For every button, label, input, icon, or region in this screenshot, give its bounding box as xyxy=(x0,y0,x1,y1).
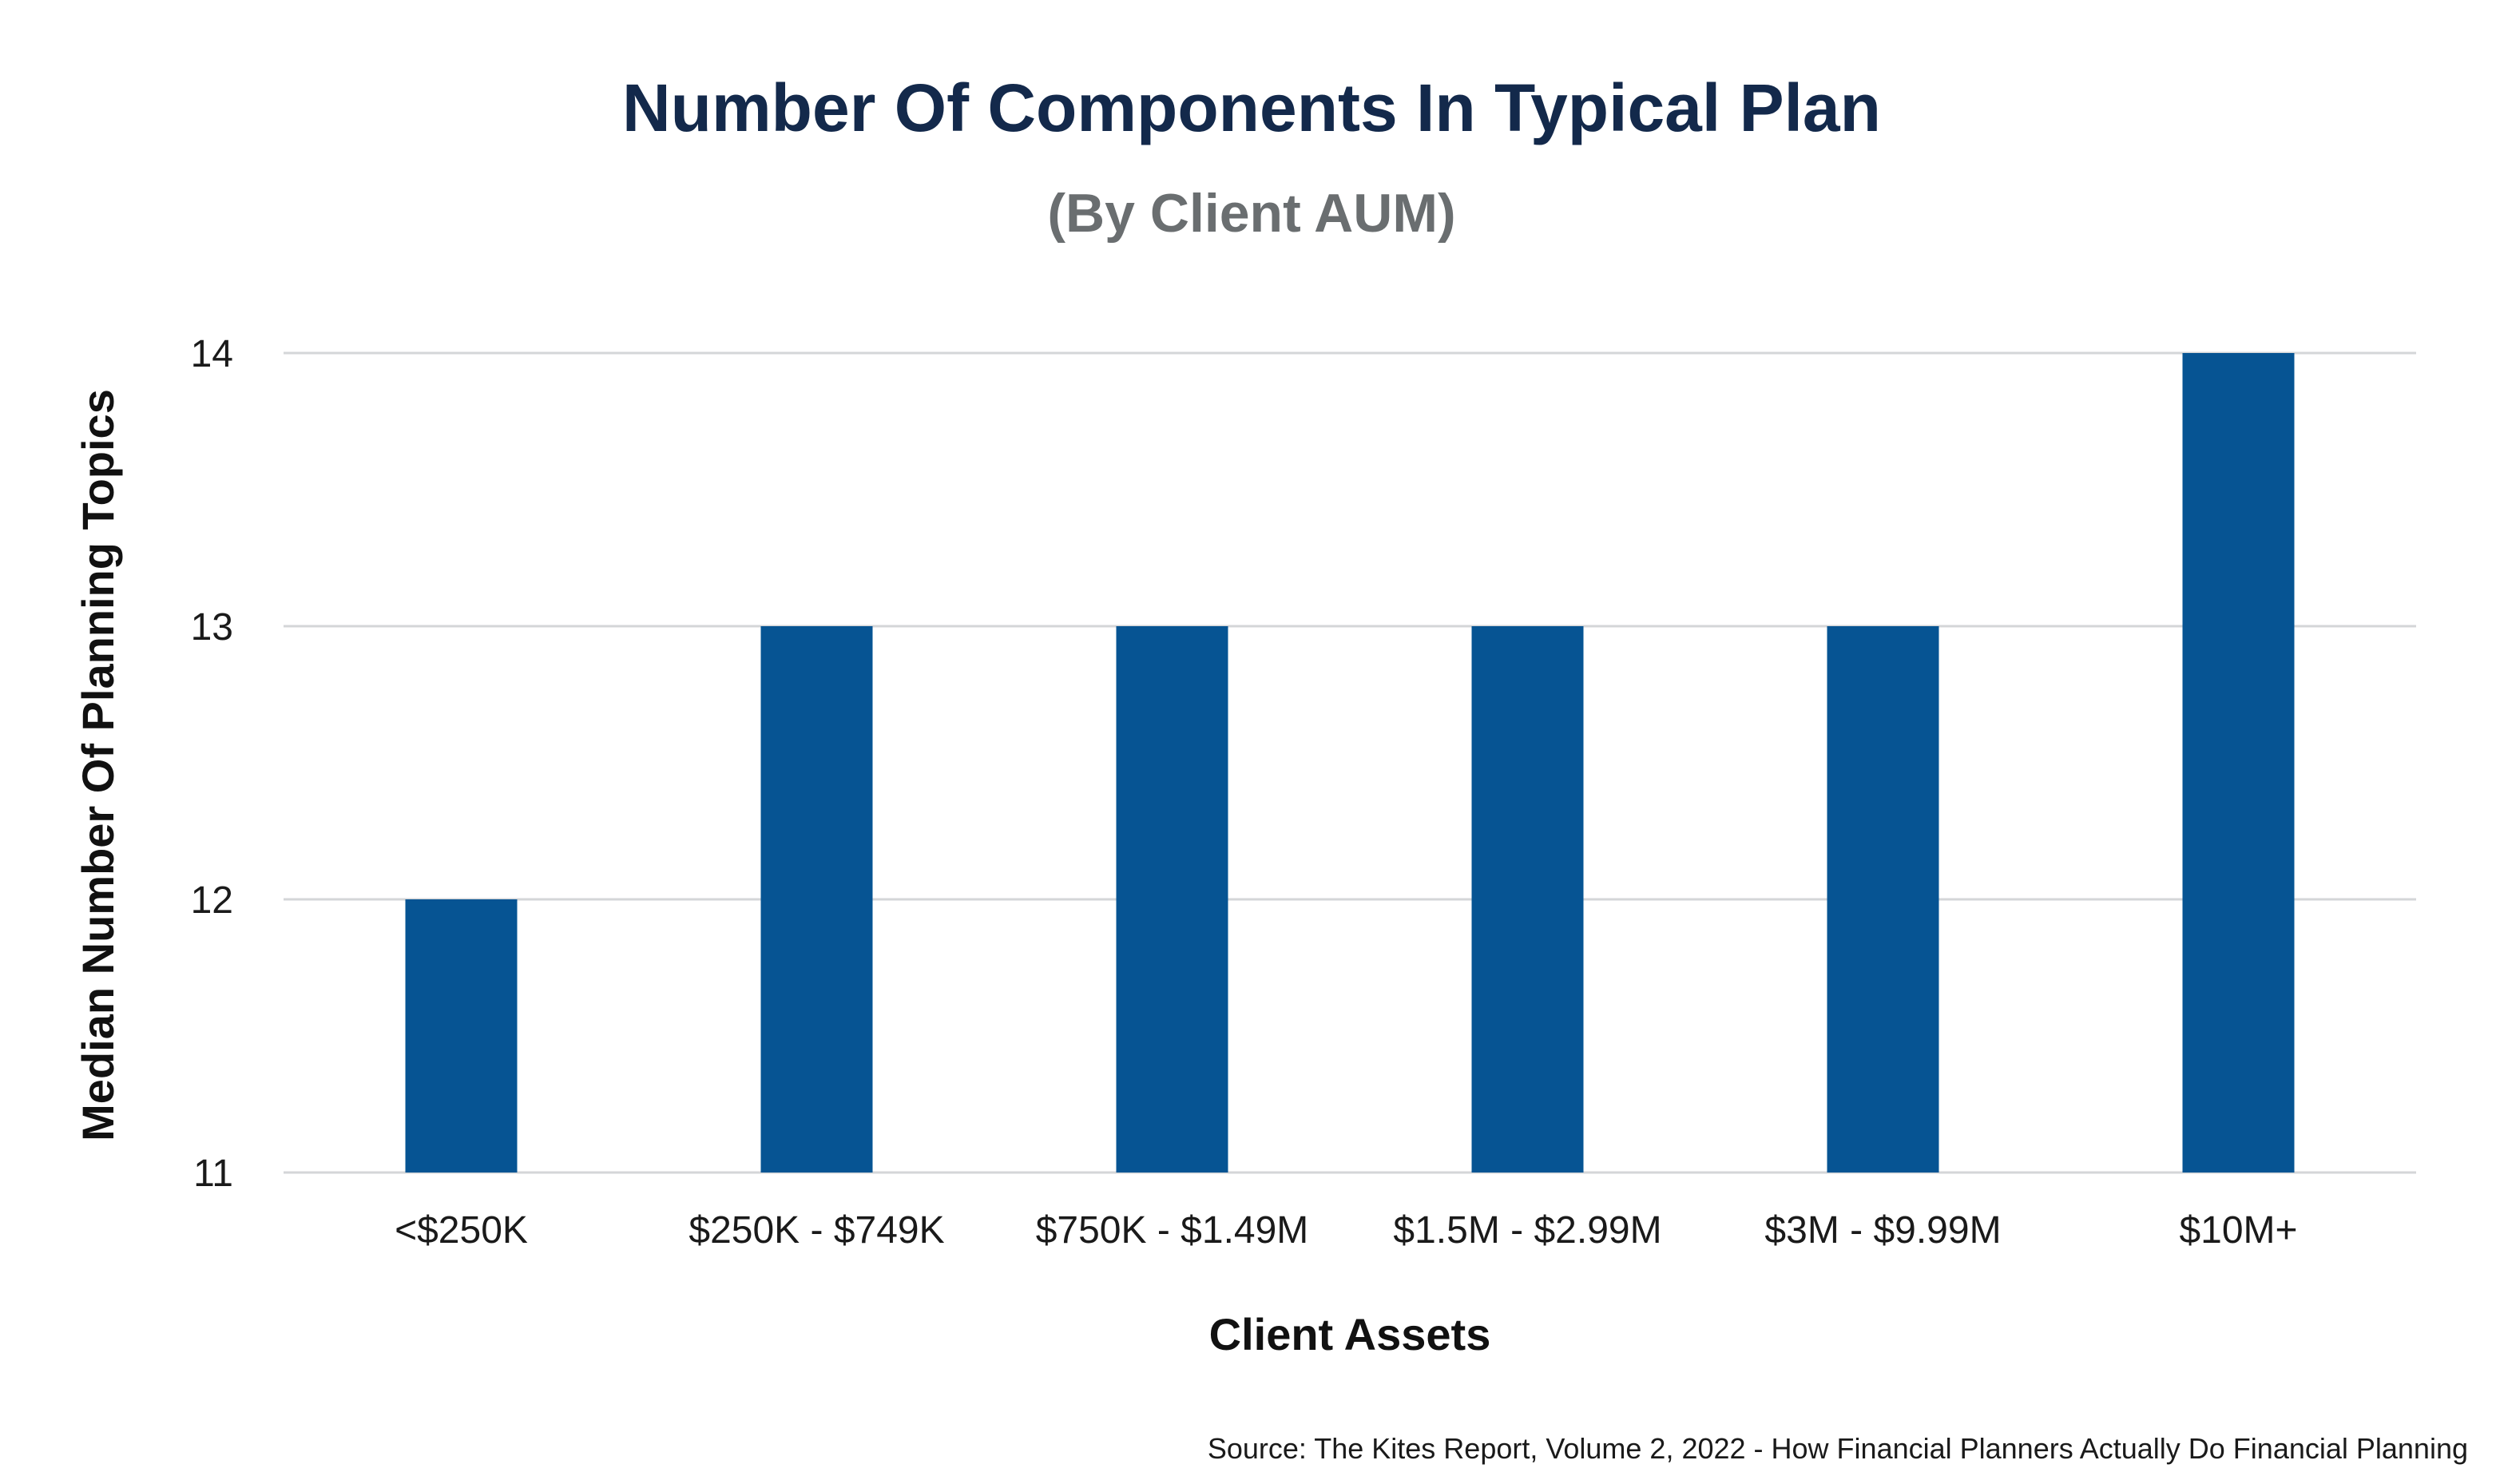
x-axis-ticks: <$250K $250K - $749K $750K - $1.49M $1.5M -… xyxy=(395,1209,2297,1252)
chart-header: Number Of Components In Typical Plan (By… xyxy=(622,70,1881,244)
bar xyxy=(1827,626,1939,1173)
y-gridlines xyxy=(284,351,2416,1174)
x-tick-label: $250K - $749K xyxy=(688,1209,944,1252)
bars xyxy=(405,353,2295,1173)
y-axis-ticks: 11 12 13 14 xyxy=(191,333,233,1195)
x-axis-title: Client Assets xyxy=(1209,1309,1491,1359)
x-tick-label: $750K - $1.49M xyxy=(1036,1209,1309,1252)
y-tick-label: 13 xyxy=(191,606,233,649)
bar xyxy=(405,899,518,1173)
chart-subtitle: (By Client AUM) xyxy=(1047,183,1455,244)
x-tick-label: $3M - $9.99M xyxy=(1764,1209,2001,1252)
bar xyxy=(1116,626,1228,1173)
y-tick-label: 14 xyxy=(191,333,233,375)
bar xyxy=(1471,626,1584,1173)
chart-title: Number Of Components In Typical Plan xyxy=(622,70,1881,145)
bar xyxy=(2182,353,2295,1173)
y-axis-title: Median Number Of Planning Topics xyxy=(73,389,123,1141)
bar xyxy=(760,626,873,1173)
source-note: Source: The Kites Report, Volume 2, 2022… xyxy=(1208,1432,2468,1465)
x-tick-label: $10M+ xyxy=(2179,1209,2297,1252)
x-tick-label: $1.5M - $2.99M xyxy=(1393,1209,1661,1252)
y-tick-label: 12 xyxy=(191,879,233,922)
y-tick-label: 11 xyxy=(193,1153,233,1195)
x-tick-label: <$250K xyxy=(395,1209,528,1252)
